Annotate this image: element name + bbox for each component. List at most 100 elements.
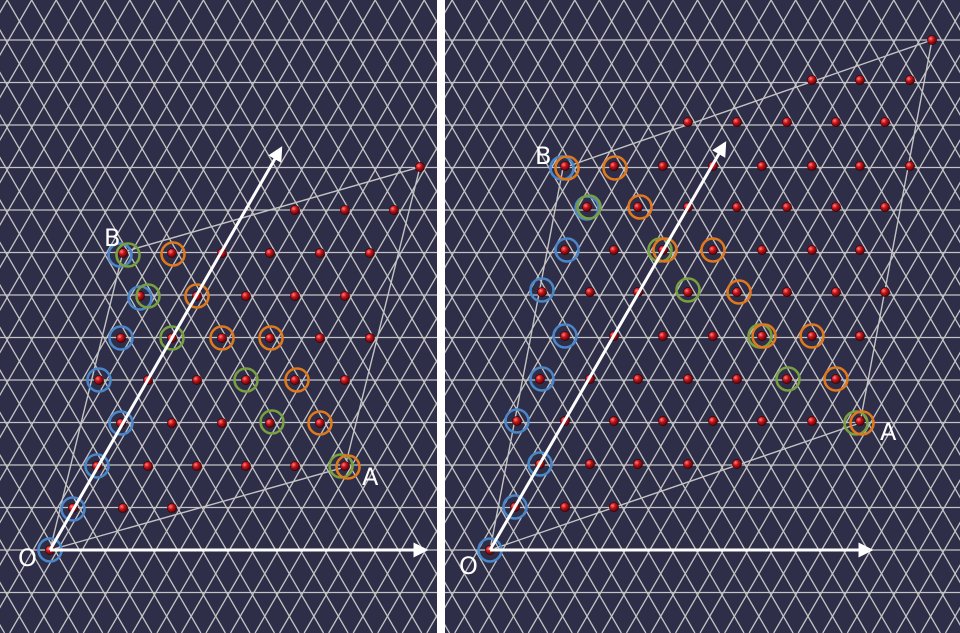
lattice-line xyxy=(574,0,941,633)
atom xyxy=(855,416,865,426)
atom xyxy=(708,331,718,341)
lattice-line xyxy=(445,496,524,633)
lattice-line xyxy=(871,479,960,633)
atom xyxy=(560,245,570,255)
lattice-line xyxy=(795,0,960,286)
lattice-line xyxy=(445,0,674,397)
lattice-line xyxy=(328,444,437,633)
lattice-line xyxy=(445,0,723,482)
lattice-line xyxy=(82,19,437,633)
orange-highlight-ring xyxy=(160,241,186,267)
lattice-line xyxy=(0,326,177,633)
lattice-line xyxy=(58,0,425,633)
lattice-line xyxy=(748,266,960,633)
orange-highlight-ring xyxy=(335,454,361,480)
atom xyxy=(633,374,643,384)
lattice-line xyxy=(552,0,919,633)
lattice-line xyxy=(9,0,376,633)
atom xyxy=(855,161,865,171)
lattice-line xyxy=(445,411,573,633)
left-lattice-vectors xyxy=(48,146,429,558)
atom xyxy=(340,205,350,215)
lattice-line xyxy=(893,0,960,116)
atom xyxy=(609,502,619,512)
right-panel-background xyxy=(445,0,960,633)
lattice-line xyxy=(445,0,797,609)
atom xyxy=(535,374,545,384)
lattice-line xyxy=(868,0,960,159)
atom xyxy=(560,161,570,171)
lattice-line xyxy=(0,0,155,269)
atom xyxy=(757,161,767,171)
lattice-line xyxy=(0,283,202,633)
blue-highlight-ring xyxy=(529,366,555,392)
oblique-lattice-vector-arrow xyxy=(48,146,283,551)
lattice-line xyxy=(156,146,437,633)
lattice-line xyxy=(650,96,960,633)
atom xyxy=(94,375,104,385)
lattice-line xyxy=(0,241,226,633)
panel-divider xyxy=(437,0,445,633)
atom xyxy=(831,374,841,384)
orange-highlight-ring xyxy=(652,237,678,263)
atom xyxy=(192,461,202,471)
lattice-line xyxy=(279,359,437,633)
atom xyxy=(512,416,522,426)
lattice-line xyxy=(797,351,960,633)
atom xyxy=(807,75,817,85)
orange-highlight-ring xyxy=(823,366,849,392)
lattice-line xyxy=(107,61,437,633)
atom xyxy=(241,461,251,471)
atom xyxy=(658,416,668,426)
lattice-line xyxy=(131,104,437,633)
orange-highlight-ring xyxy=(209,325,235,351)
atom xyxy=(365,248,375,258)
blue-highlight-ring xyxy=(84,453,110,479)
atom xyxy=(192,375,202,385)
atom xyxy=(265,248,275,258)
atom xyxy=(658,331,668,341)
lattice-line xyxy=(104,0,437,576)
lattice-line xyxy=(445,0,625,312)
lattice-line xyxy=(445,0,748,524)
lattice-line xyxy=(721,0,960,414)
atom xyxy=(118,248,128,258)
lattice-line xyxy=(445,28,794,633)
lattice-line xyxy=(352,486,437,633)
orange-highlight-ring xyxy=(751,323,777,349)
lattice-line xyxy=(0,198,251,633)
atom xyxy=(415,162,425,172)
lattice-line xyxy=(445,453,549,633)
blue-highlight-ring xyxy=(502,494,528,520)
right-origin-label: O xyxy=(459,552,478,580)
lattice-line xyxy=(451,0,819,633)
atom xyxy=(118,503,128,513)
atom xyxy=(831,287,841,297)
lattice-line xyxy=(647,0,960,541)
lattice-line xyxy=(500,0,868,633)
atom xyxy=(855,331,865,341)
blue-highlight-ring xyxy=(529,277,555,303)
lattice-line xyxy=(672,0,960,499)
atom xyxy=(807,416,817,426)
lattice-line xyxy=(325,0,437,194)
atom xyxy=(315,333,325,343)
lattice-line xyxy=(445,0,527,142)
orange-highlight-ring xyxy=(627,194,653,220)
lattice-line xyxy=(301,0,437,236)
lattice-line xyxy=(445,368,598,633)
lattice-line xyxy=(80,0,437,619)
lattice-line xyxy=(205,231,437,633)
atom xyxy=(340,375,350,385)
left-point-b-label: B xyxy=(104,224,120,252)
atom xyxy=(757,416,767,426)
blue-highlight-ring xyxy=(504,408,530,434)
atom xyxy=(732,459,742,469)
atom xyxy=(290,375,300,385)
lattice-line xyxy=(445,0,600,269)
right-point-b-label: B xyxy=(535,142,551,170)
blue-highlight-ring xyxy=(527,451,553,477)
atom xyxy=(782,287,792,297)
atom xyxy=(340,291,350,301)
